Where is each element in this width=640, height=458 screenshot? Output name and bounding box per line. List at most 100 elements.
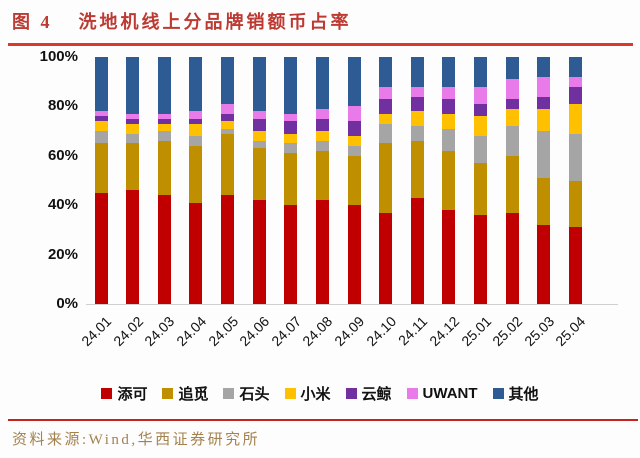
segment-xiaomi xyxy=(221,121,235,129)
bar-25.02 xyxy=(505,57,519,304)
segment-narwal xyxy=(379,99,393,114)
segment-xiaomi xyxy=(474,116,488,137)
segment-tineco xyxy=(442,210,456,304)
legend-swatch-xiaomi xyxy=(284,388,296,399)
segment-narwal xyxy=(252,118,266,132)
segment-narwal xyxy=(410,96,424,112)
segment-uwant xyxy=(379,86,393,100)
segment-dreame xyxy=(189,145,203,203)
segment-xiaomi xyxy=(315,131,329,141)
segment-uwant xyxy=(284,113,298,122)
legend-label-tineco: 添可 xyxy=(117,386,148,403)
bar-24.01 xyxy=(94,57,108,304)
segment-dreame xyxy=(410,141,424,198)
segment-roborock xyxy=(221,128,235,134)
segment-others xyxy=(505,57,519,80)
bar-24.11 xyxy=(410,57,424,304)
segment-tineco xyxy=(568,227,582,304)
top-divider-line xyxy=(8,43,633,46)
plot-area xyxy=(86,57,618,304)
legend-label-dreame: 追觅 xyxy=(178,386,209,403)
legend-label-others: 其他 xyxy=(508,386,539,403)
segment-dreame xyxy=(474,163,488,216)
segment-narwal xyxy=(568,86,582,104)
segment-tineco xyxy=(347,205,361,304)
segment-others xyxy=(410,57,424,87)
figure-title: 洗地机线上分品牌销额币占率 xyxy=(78,12,352,32)
segment-narwal xyxy=(347,121,361,137)
legend-swatch-dreame xyxy=(162,388,174,399)
segment-tineco xyxy=(284,205,298,304)
legend-item-xiaomi: 小米 xyxy=(284,383,331,404)
bar-24.06 xyxy=(252,57,266,304)
segment-roborock xyxy=(126,133,140,144)
segment-uwant xyxy=(315,108,329,119)
segment-narwal xyxy=(189,118,203,124)
segment-others xyxy=(189,57,203,112)
segment-xiaomi xyxy=(505,108,519,127)
segment-dreame xyxy=(252,148,266,201)
legend-swatch-uwant xyxy=(406,388,418,399)
segment-others xyxy=(537,57,551,77)
segment-tineco xyxy=(505,212,519,304)
segment-narwal xyxy=(157,118,171,124)
segment-xiaomi xyxy=(537,108,551,132)
segment-tineco xyxy=(315,200,329,304)
segment-tineco xyxy=(189,202,203,304)
legend-item-uwant: UWANT xyxy=(406,385,478,402)
legend-swatch-roborock xyxy=(223,388,235,399)
segment-roborock xyxy=(157,131,171,141)
legend-swatch-others xyxy=(492,388,504,399)
segment-roborock xyxy=(284,143,298,154)
segment-others xyxy=(94,57,108,112)
segment-uwant xyxy=(474,86,488,104)
segment-dreame xyxy=(94,143,108,193)
segment-roborock xyxy=(94,131,108,144)
segment-tineco xyxy=(221,195,235,304)
segment-uwant xyxy=(94,111,108,117)
figure-number: 图 4 xyxy=(12,12,53,32)
segment-others xyxy=(568,57,582,77)
segment-tineco xyxy=(537,224,551,304)
segment-narwal xyxy=(537,96,551,109)
segment-narwal xyxy=(221,113,235,122)
segment-others xyxy=(442,57,456,87)
segment-others xyxy=(347,57,361,107)
segment-xiaomi xyxy=(94,121,108,132)
segment-roborock xyxy=(474,136,488,164)
segment-dreame xyxy=(157,141,171,196)
chart-legend: 添可 追觅 石头 小米 云鲸 UWANT 其他 xyxy=(0,383,640,404)
segment-dreame xyxy=(221,133,235,196)
segment-dreame xyxy=(379,143,393,213)
y-tick-100: 100% xyxy=(39,48,78,65)
segment-uwant xyxy=(126,113,140,119)
segment-dreame xyxy=(537,178,551,225)
segment-narwal xyxy=(94,116,108,122)
segment-xiaomi xyxy=(568,103,582,134)
segment-tineco xyxy=(157,195,171,304)
bar-24.07 xyxy=(284,57,298,304)
segment-dreame xyxy=(505,155,519,213)
figure-title-row: 图 4 洗地机线上分品牌销额币占率 xyxy=(12,8,630,34)
bar-24.02 xyxy=(126,57,140,304)
x-axis-baseline xyxy=(86,304,618,305)
legend-label-narwal: 云鲸 xyxy=(361,386,392,403)
segment-xiaomi xyxy=(410,111,424,127)
segment-roborock xyxy=(189,136,203,146)
bar-24.03 xyxy=(157,57,171,304)
segment-uwant xyxy=(157,113,171,119)
segment-roborock xyxy=(379,123,393,144)
y-tick-40: 40% xyxy=(47,196,78,214)
segment-tineco xyxy=(94,192,108,304)
segment-tineco xyxy=(474,215,488,304)
segment-dreame xyxy=(284,153,298,206)
segment-xiaomi xyxy=(189,123,203,137)
y-tick-60: 60% xyxy=(47,146,78,164)
segment-xiaomi xyxy=(157,123,171,132)
bar-25.03 xyxy=(537,57,551,304)
bar-24.09 xyxy=(347,57,361,304)
segment-xiaomi xyxy=(379,113,393,124)
bar-24.04 xyxy=(189,57,203,304)
legend-swatch-tineco xyxy=(101,388,113,399)
segment-roborock xyxy=(315,141,329,151)
